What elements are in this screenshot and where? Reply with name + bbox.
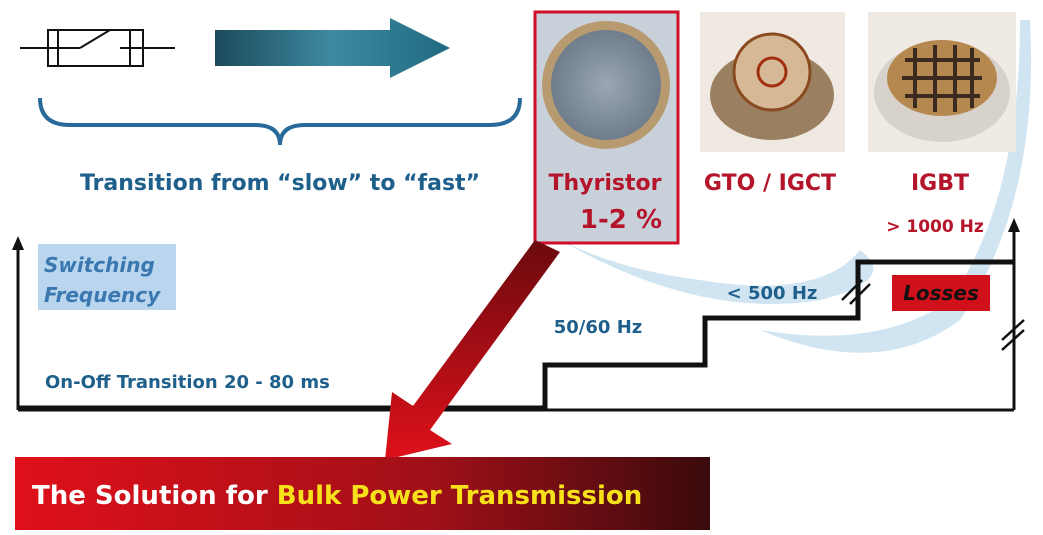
device-note: 1-2 % <box>580 205 662 235</box>
device-note: > 1000 Hz <box>886 217 984 237</box>
solution-arrow <box>385 240 560 460</box>
level-label: 50/60 Hz <box>554 317 642 338</box>
level-label: < 500 Hz <box>727 283 818 304</box>
losses-label: Losses <box>903 281 979 305</box>
brace <box>40 98 520 145</box>
switch-symbol <box>20 30 175 66</box>
swoosh <box>560 240 873 304</box>
thyristor-disc <box>551 30 661 140</box>
banner-prefix: The Solution for <box>32 481 277 511</box>
banner-highlight: Bulk Power Transmission <box>277 481 643 511</box>
axis-label: Switching <box>44 253 155 277</box>
level-label: On-Off Transition 20 - 80 ms <box>45 372 330 393</box>
axis-arrowhead <box>12 236 24 250</box>
transition-arrow <box>215 18 450 78</box>
transition-label: Transition from “slow” to “fast” <box>80 171 480 196</box>
device-name: GTO / IGCT <box>704 171 836 196</box>
device-name: Thyristor <box>549 171 662 196</box>
diagram: Transition from “slow” to “fast” Thyrist… <box>0 0 1043 535</box>
gto-disc <box>734 34 810 110</box>
device-name: IGBT <box>911 171 969 196</box>
axis-label: Frequency <box>44 283 161 307</box>
banner-text: The Solution for Bulk Power Transmission <box>32 481 642 511</box>
axis-arrowhead <box>1008 218 1020 232</box>
